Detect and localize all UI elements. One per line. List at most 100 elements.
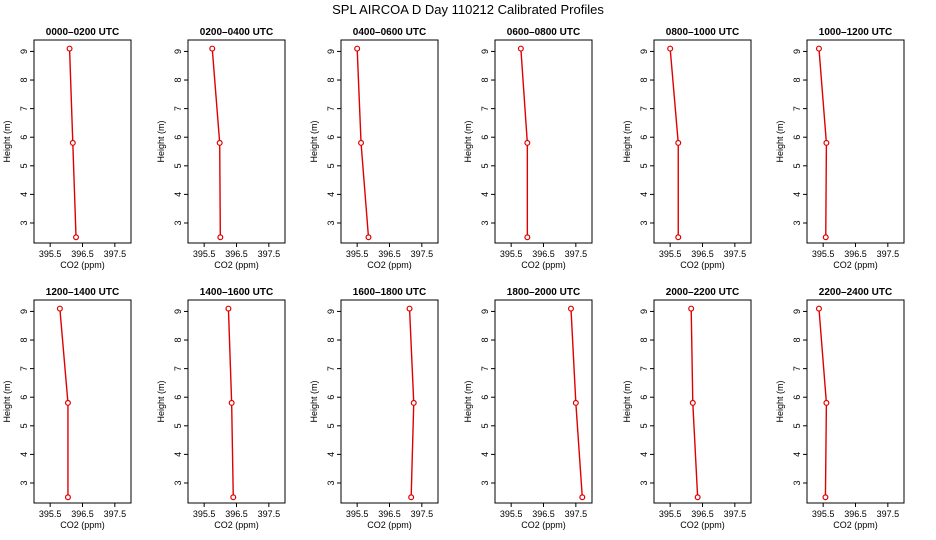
y-axis-label: Height (m) — [775, 380, 785, 422]
panel-title: 1600–1800 UTC — [353, 287, 426, 298]
y-axis-label: Height (m) — [463, 380, 473, 422]
data-point — [572, 399, 579, 406]
y-tick-label: 3 — [792, 480, 802, 485]
plot-frame — [340, 299, 439, 504]
x-tick-label: 397.5 — [724, 249, 747, 259]
y-tick-label: 6 — [480, 395, 490, 400]
panel-title: 1200–1400 UTC — [46, 287, 119, 298]
y-axis-label: Height (m) — [309, 380, 319, 422]
plot-frame — [494, 39, 593, 244]
y-tick-label: 5 — [792, 423, 802, 428]
x-axis-label: CO2 (ppm) — [367, 520, 412, 530]
data-point — [675, 139, 682, 146]
x-tick-label: 397.5 — [565, 249, 588, 259]
y-tick-label: 5 — [326, 423, 336, 428]
y-tick-label: 3 — [480, 220, 490, 225]
panel-title: 1400–1600 UTC — [200, 287, 273, 298]
y-tick-label: 6 — [173, 395, 183, 400]
data-point — [675, 234, 682, 241]
y-tick-label: 9 — [173, 309, 183, 314]
y-axis-label: Height (m) — [463, 120, 473, 162]
y-tick-label: 4 — [639, 192, 649, 197]
y-tick-label: 9 — [173, 49, 183, 54]
x-tick-label: 396.5 — [844, 249, 867, 259]
y-tick-label: 9 — [639, 309, 649, 314]
x-tick-label: 397.5 — [877, 509, 900, 519]
x-tick-label: 396.5 — [532, 249, 555, 259]
y-tick-label: 8 — [792, 338, 802, 343]
plot-frame — [187, 39, 286, 244]
x-tick-label: 395.5 — [812, 509, 835, 519]
data-point — [408, 494, 415, 501]
y-tick-label: 8 — [480, 78, 490, 83]
y-axis-label: Height (m) — [775, 120, 785, 162]
y-tick-label: 4 — [173, 192, 183, 197]
y-tick-label: 6 — [19, 135, 29, 140]
x-tick-label: 395.5 — [346, 509, 369, 519]
x-tick-label: 396.5 — [691, 509, 714, 519]
y-tick-label: 9 — [480, 309, 490, 314]
y-tick-label: 9 — [326, 49, 336, 54]
data-point — [230, 494, 237, 501]
plot-frame — [653, 299, 752, 504]
y-tick-label: 4 — [480, 452, 490, 457]
y-tick-label: 7 — [326, 366, 336, 371]
y-axis-label: Height (m) — [2, 380, 12, 422]
data-point — [66, 45, 73, 52]
panel-title: 0200–0400 UTC — [200, 27, 273, 38]
x-axis-label: CO2 (ppm) — [214, 520, 259, 530]
panel-title: 0000–0200 UTC — [46, 27, 119, 38]
x-tick-label: 396.5 — [691, 249, 714, 259]
figure-title: SPL AIRCOA D Day 110212 Calibrated Profi… — [332, 2, 604, 17]
x-tick-label: 397.5 — [724, 509, 747, 519]
y-tick-label: 9 — [480, 49, 490, 54]
y-axis-label: Height (m) — [156, 380, 166, 422]
y-tick-label: 7 — [173, 366, 183, 371]
y-tick-label: 3 — [326, 480, 336, 485]
y-tick-label: 7 — [19, 106, 29, 111]
y-tick-label: 5 — [792, 163, 802, 168]
panel-title: 1800–2000 UTC — [507, 287, 580, 298]
x-axis-label: CO2 (ppm) — [521, 520, 566, 530]
y-tick-label: 4 — [792, 192, 802, 197]
y-tick-label: 9 — [19, 309, 29, 314]
plot-frame — [806, 299, 905, 504]
y-tick-label: 3 — [792, 220, 802, 225]
x-tick-label: 397.5 — [104, 249, 127, 259]
y-axis-label: Height (m) — [156, 120, 166, 162]
x-axis-label: CO2 (ppm) — [833, 520, 878, 530]
data-point — [694, 494, 701, 501]
data-point — [822, 494, 829, 501]
y-tick-label: 6 — [639, 395, 649, 400]
x-tick-label: 396.5 — [71, 249, 94, 259]
y-tick-label: 5 — [19, 163, 29, 168]
x-tick-label: 397.5 — [258, 249, 281, 259]
data-point — [225, 305, 232, 312]
x-axis-label: CO2 (ppm) — [521, 260, 566, 270]
y-tick-label: 6 — [792, 395, 802, 400]
data-point — [823, 399, 830, 406]
x-tick-label: 396.5 — [378, 509, 401, 519]
data-point — [64, 399, 71, 406]
y-tick-label: 5 — [19, 423, 29, 428]
y-axis-label: Height (m) — [309, 120, 319, 162]
x-tick-label: 395.5 — [659, 509, 682, 519]
y-tick-label: 5 — [173, 163, 183, 168]
data-point — [217, 234, 224, 241]
x-tick-label: 396.5 — [225, 509, 248, 519]
y-tick-label: 7 — [480, 106, 490, 111]
y-tick-label: 9 — [326, 309, 336, 314]
x-tick-label: 395.5 — [193, 509, 216, 519]
data-point — [822, 234, 829, 241]
x-tick-label: 396.5 — [378, 249, 401, 259]
y-tick-label: 9 — [792, 309, 802, 314]
y-tick-label: 3 — [173, 480, 183, 485]
x-axis-label: CO2 (ppm) — [680, 260, 725, 270]
y-tick-label: 5 — [480, 423, 490, 428]
panel-title: 2000–2200 UTC — [666, 287, 739, 298]
y-tick-label: 4 — [173, 452, 183, 457]
y-tick-label: 9 — [792, 49, 802, 54]
